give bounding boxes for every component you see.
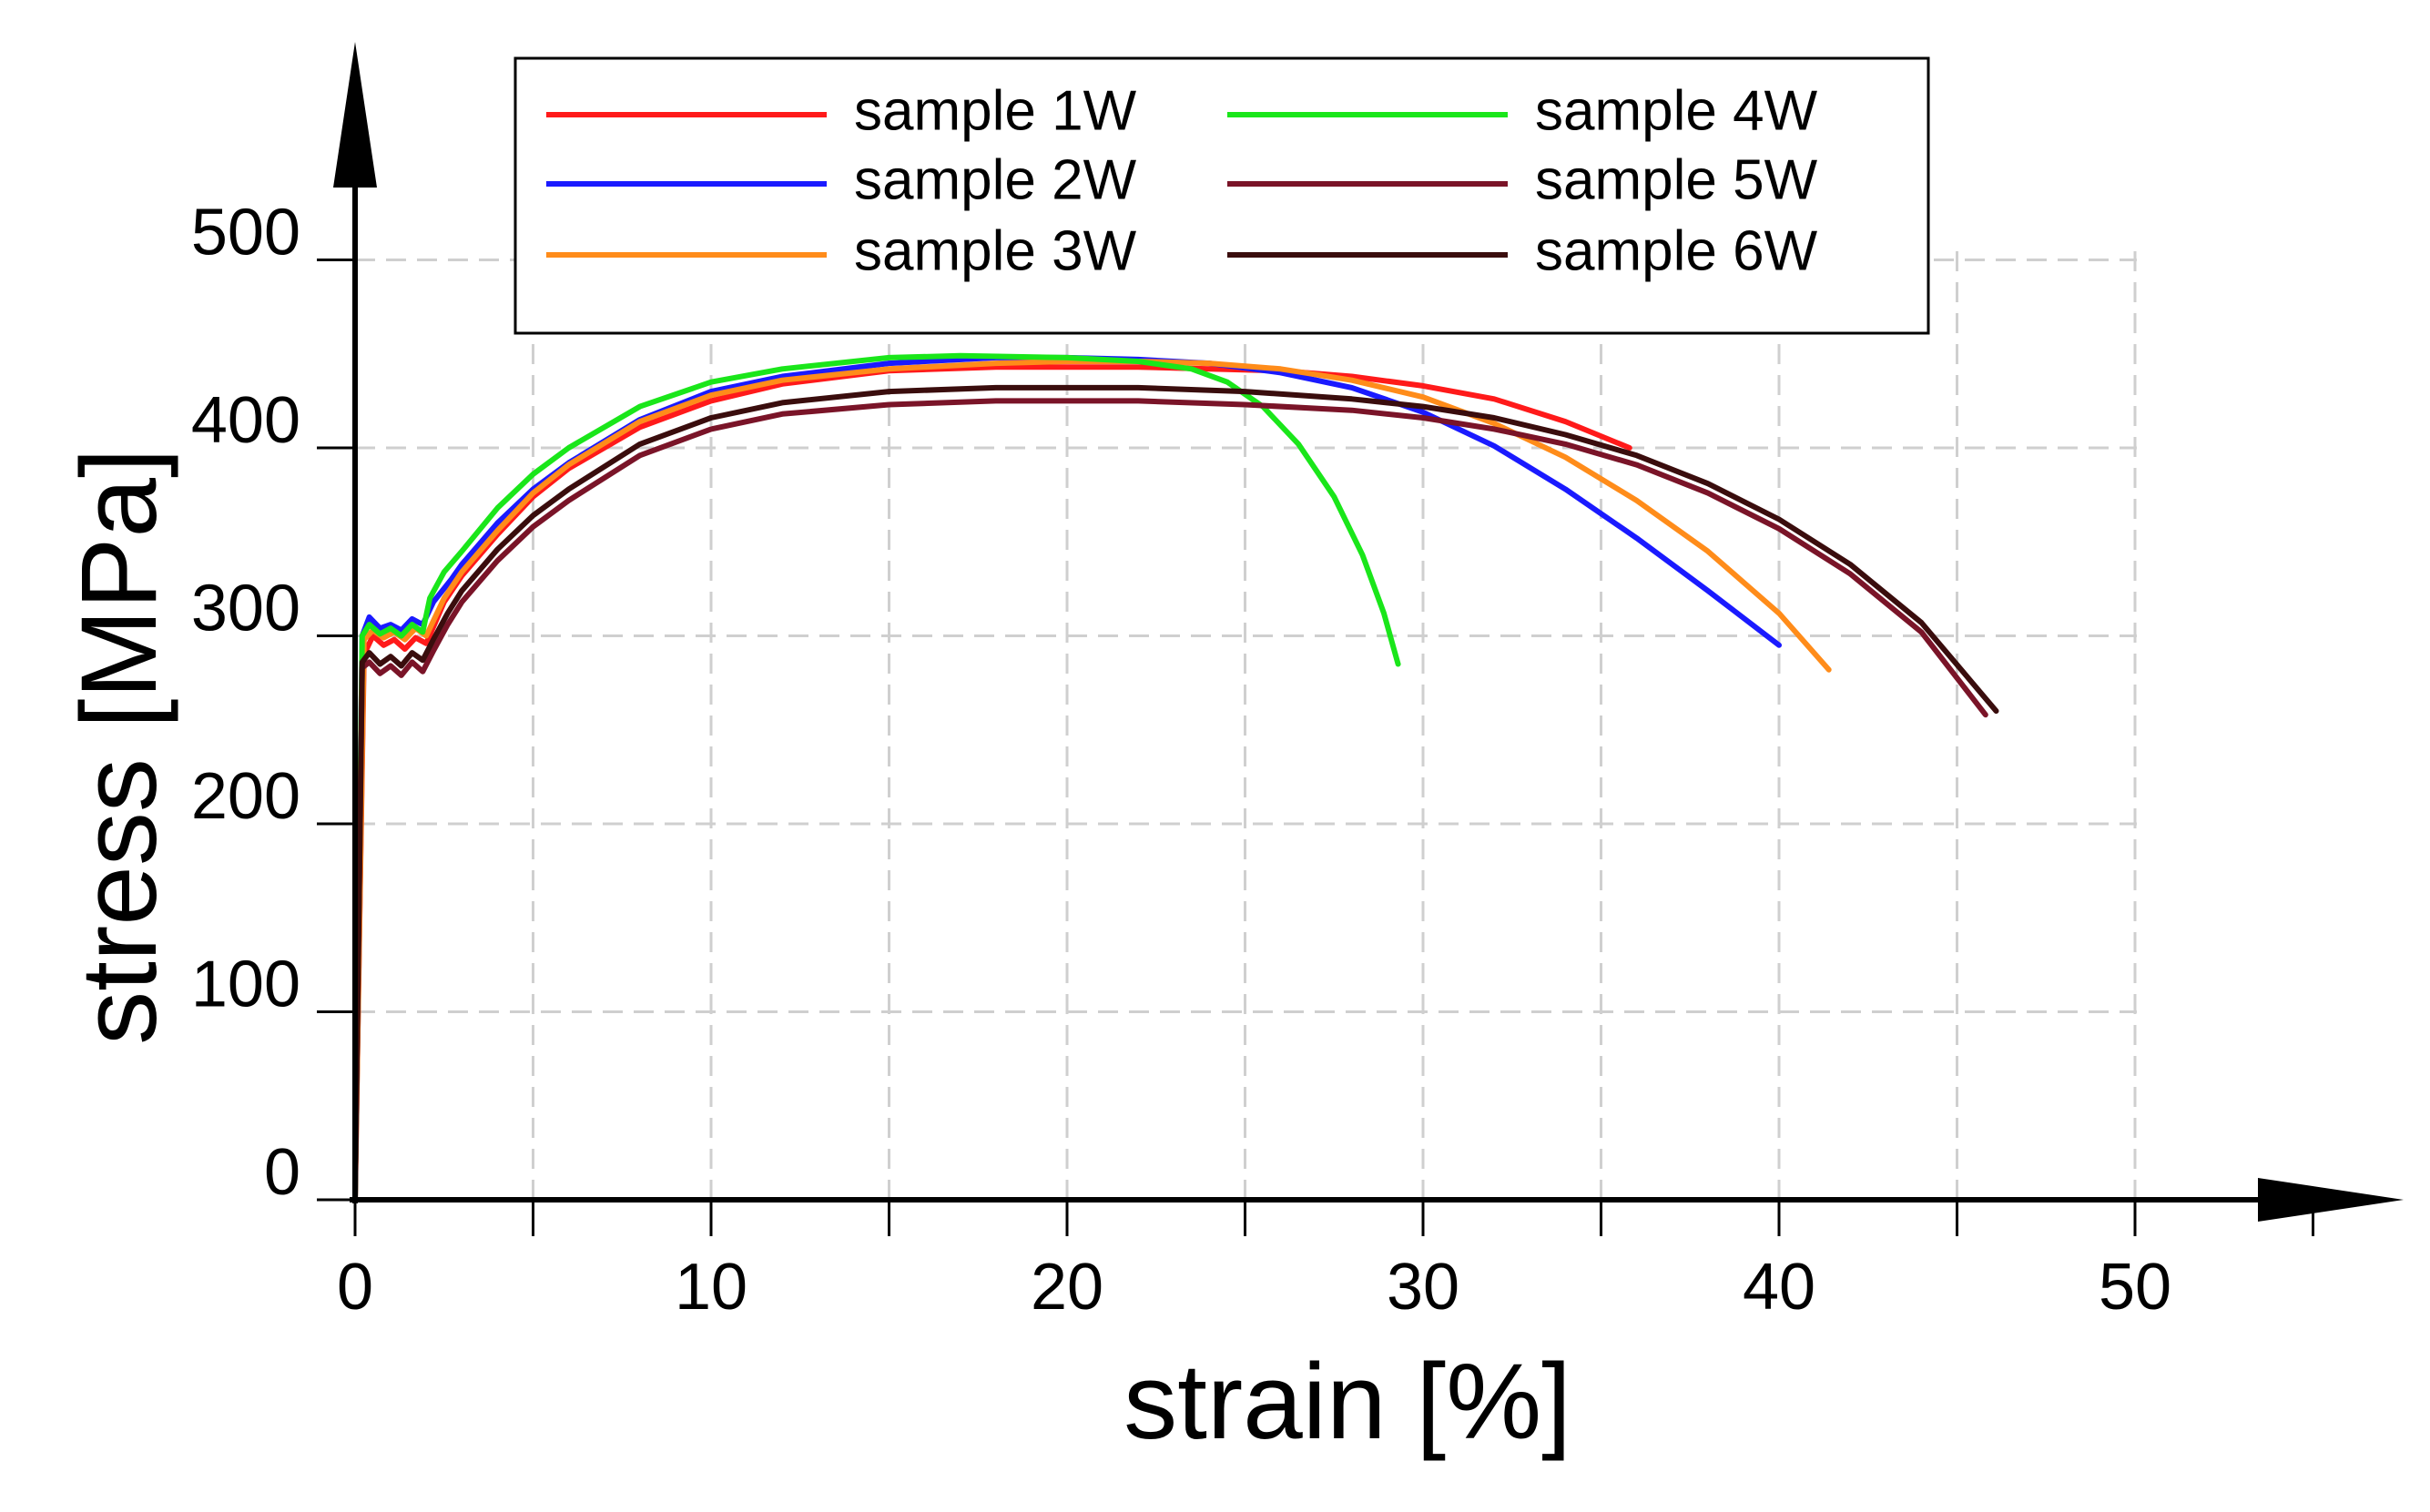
series-line-sample-4w (352, 352, 1401, 1202)
legend-box (513, 56, 1930, 335)
series-group (352, 352, 1999, 1202)
y-tick-label: 0 (264, 1136, 300, 1209)
legend-label-sample-3w: sample 3W (854, 219, 1137, 282)
grid (355, 240, 2137, 1200)
x-axis-arrowhead (2258, 1178, 2404, 1222)
legend-label-sample-5w: sample 5W (1535, 148, 1818, 211)
legend-label-sample-6w: sample 6W (1535, 219, 1818, 282)
x-tick-label: 20 (1031, 1251, 1103, 1324)
series-line-sample-5w (352, 398, 1988, 1202)
x-ticks: 0 10 20 30 40 50 (337, 1200, 2314, 1324)
x-tick-label: 50 (2099, 1251, 2171, 1324)
y-axis-arrowhead (333, 42, 377, 188)
y-axis-title: stress [MPa] (59, 448, 179, 1045)
y-tick-label: 400 (191, 384, 300, 457)
y-tick-label: 200 (191, 760, 300, 833)
series-line-sample-1w (352, 364, 1632, 1202)
x-tick-label: 40 (1743, 1251, 1815, 1324)
legend-label-sample-2w: sample 2W (854, 148, 1137, 211)
x-tick-label: 0 (337, 1251, 373, 1324)
y-ticks: 0 100 200 300 400 500 (191, 197, 355, 1209)
axes: 0 10 20 30 40 50 0 100 200 300 400 500 (191, 42, 2404, 1324)
series-line-sample-6w (352, 384, 1999, 1202)
x-tick-label: 10 (675, 1251, 747, 1324)
legend-label-sample-4w: sample 4W (1535, 79, 1818, 142)
y-tick-label: 300 (191, 573, 300, 645)
y-tick-label: 100 (191, 949, 300, 1021)
x-axis-title: strain [%] (1123, 1342, 1571, 1462)
legend-label-sample-1w: sample 1W (854, 79, 1137, 142)
y-tick-label: 500 (191, 197, 300, 269)
x-tick-label: 30 (1387, 1251, 1459, 1324)
